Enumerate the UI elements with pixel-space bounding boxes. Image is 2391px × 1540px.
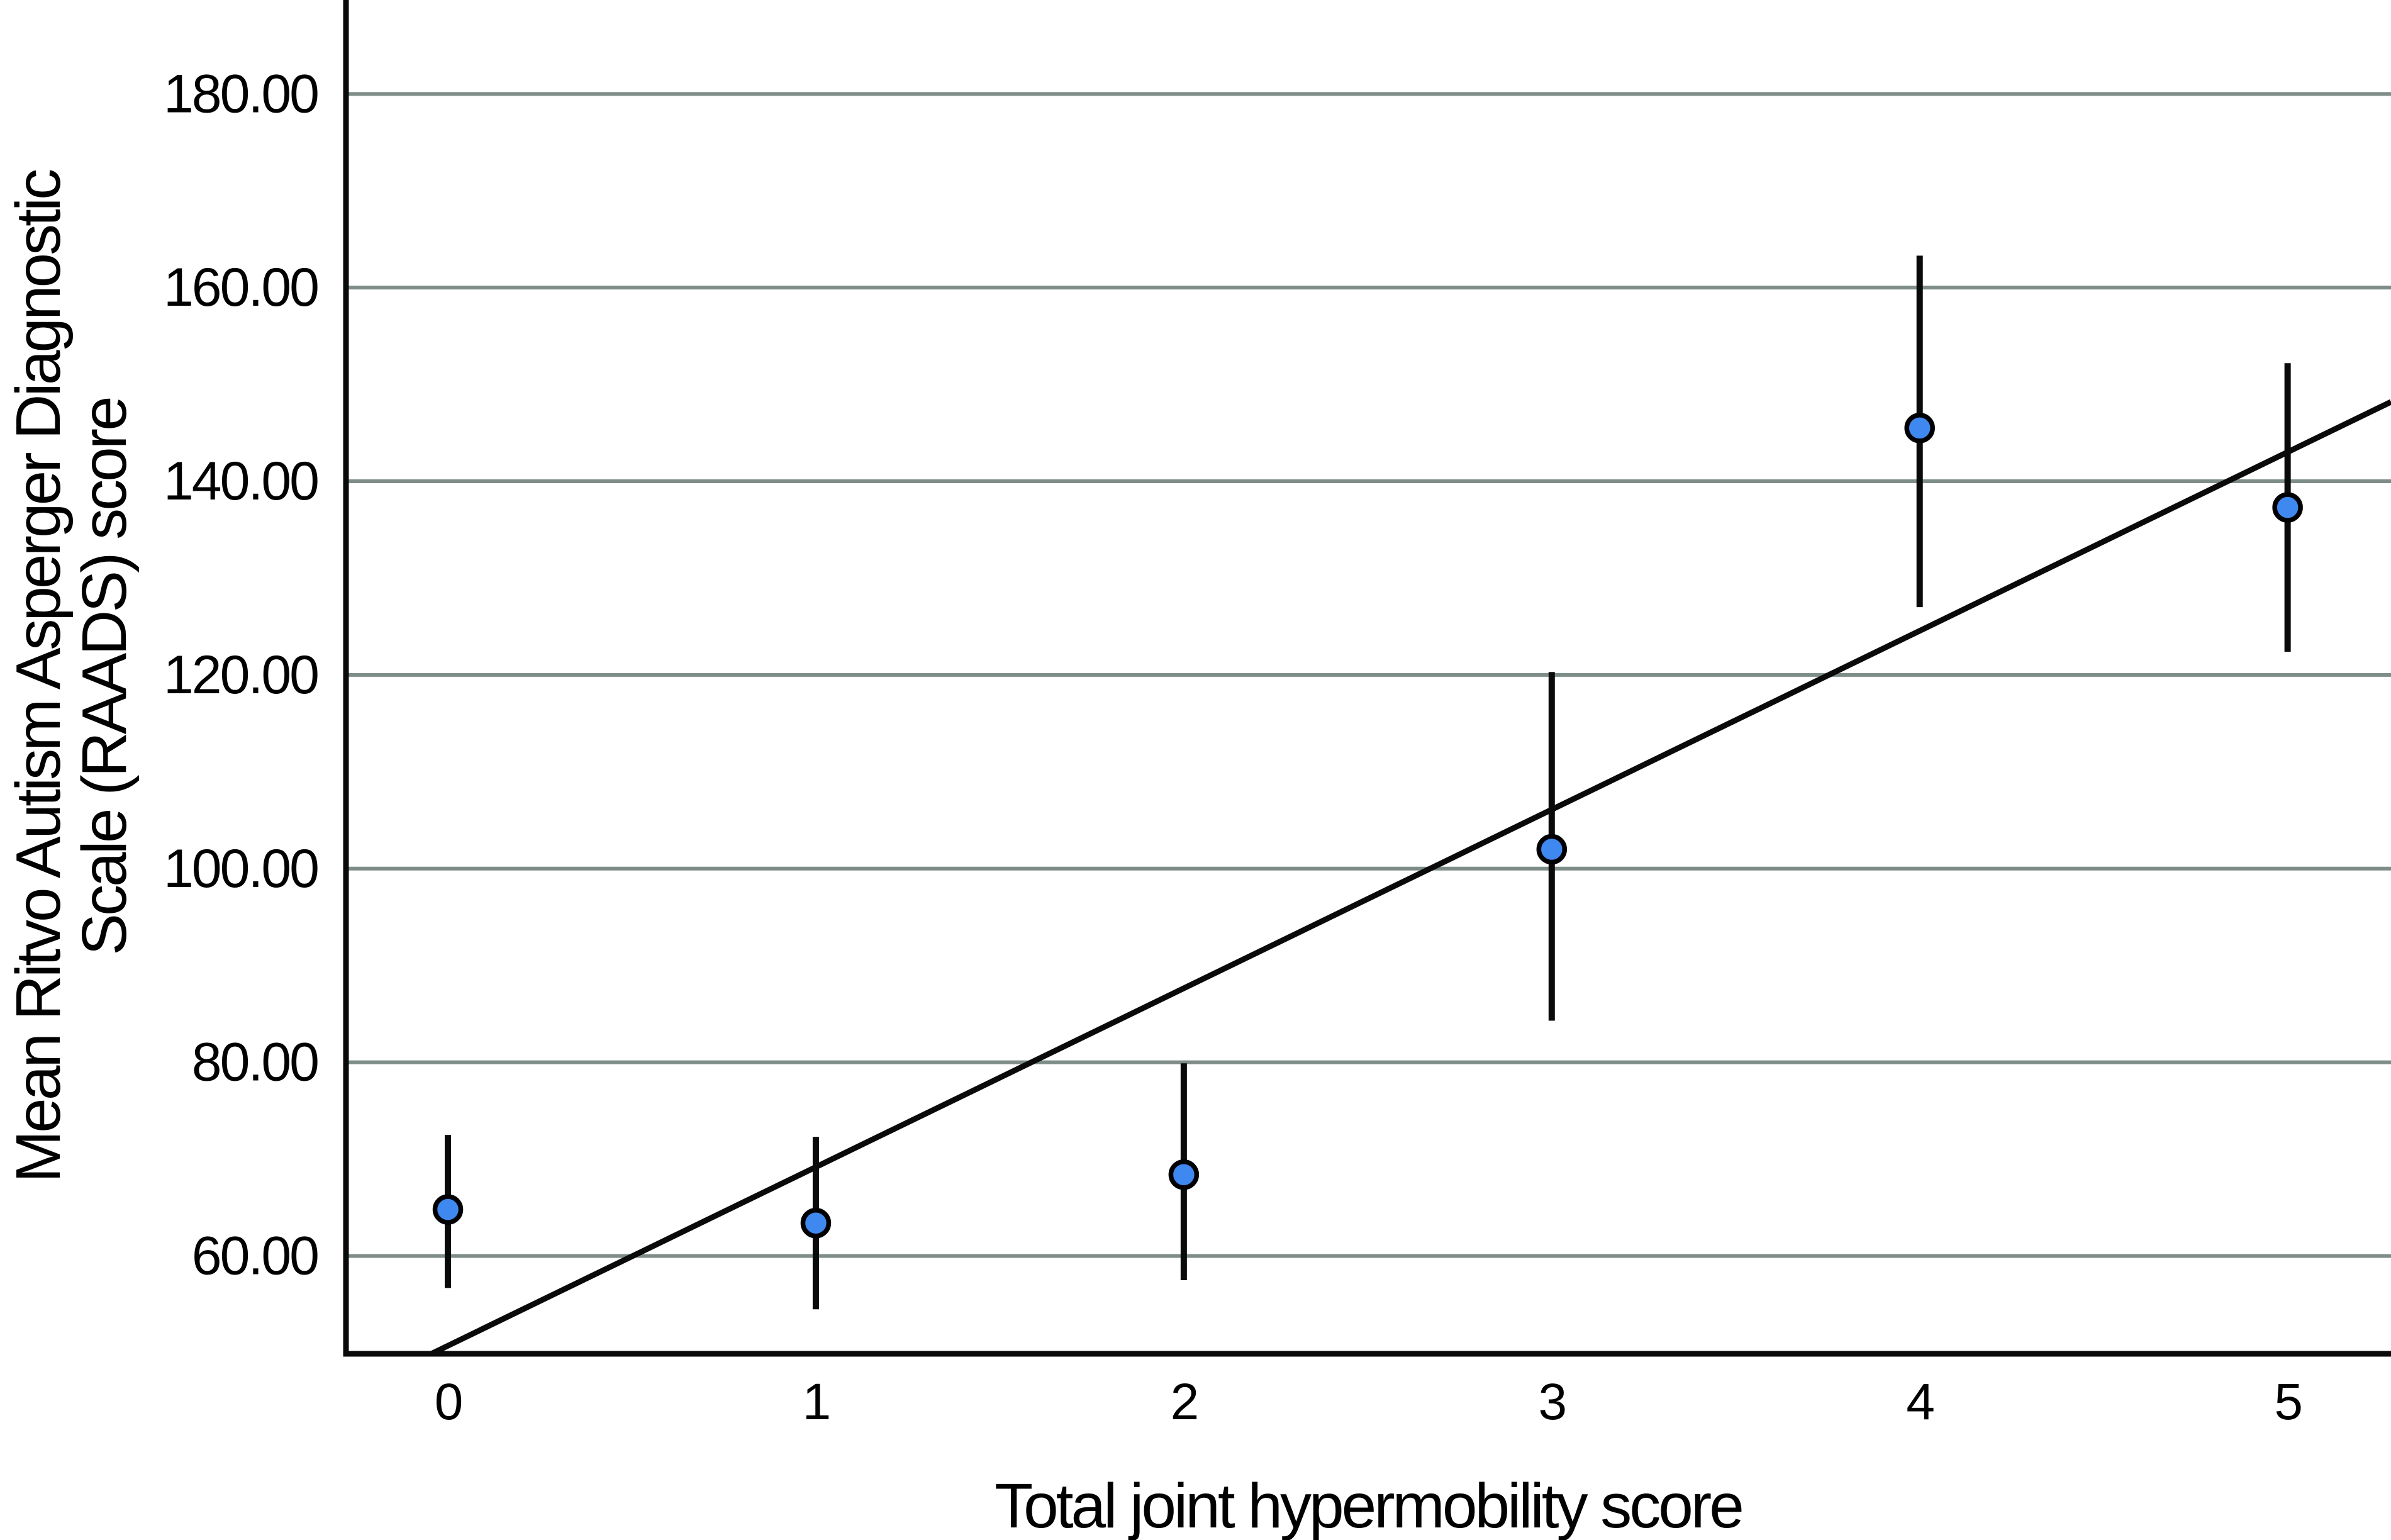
x-tick-label-group: 0 1 2 3 4 5 [435, 1373, 2304, 1431]
x-tick-label-1: 1 [803, 1373, 830, 1431]
y-axis-title-line-2: Scale (RAADS) score [69, 398, 140, 956]
y-tick-label-180.00: 180.00 [164, 64, 318, 124]
y-tick-label-60.00: 60.00 [192, 1226, 318, 1286]
error-bar-group [445, 255, 2291, 1310]
y-tick-label-100.00: 100.00 [164, 839, 318, 899]
y-tick-label-group: 180.00 160.00 140.00 120.00 100.00 80.00 60.00 [164, 64, 320, 1286]
x-tick-label-5: 5 [2274, 1373, 2301, 1431]
data-point-group [432, 413, 2303, 1239]
x-tick-label-2: 2 [1171, 1373, 1198, 1431]
y-tick-label-80.00: 80.00 [192, 1032, 318, 1093]
data-point-x2 [1168, 1159, 1200, 1190]
gridline-group [348, 92, 2391, 1258]
y-axis-title-line-1: Mean Ritvo Autism Asperger Diagnostic [3, 170, 74, 1183]
data-point-x3 [1536, 834, 1568, 865]
data-point-x0 [432, 1194, 464, 1225]
x-tick-label-0: 0 [435, 1373, 462, 1431]
trend-line [430, 399, 2391, 1357]
data-point-x5 [2272, 492, 2303, 523]
data-point-x1 [800, 1207, 832, 1239]
y-tick-label-140.00: 140.00 [164, 451, 318, 511]
y-tick-label-120.00: 120.00 [164, 645, 318, 705]
x-tick-label-4: 4 [1906, 1373, 1934, 1431]
x-axis-title: Total joint hypermobility score [995, 1471, 1742, 1540]
y-tick-label-160.00: 160.00 [164, 257, 318, 318]
x-tick-label-3: 3 [1538, 1373, 1565, 1431]
data-point-x4 [1904, 413, 1935, 444]
